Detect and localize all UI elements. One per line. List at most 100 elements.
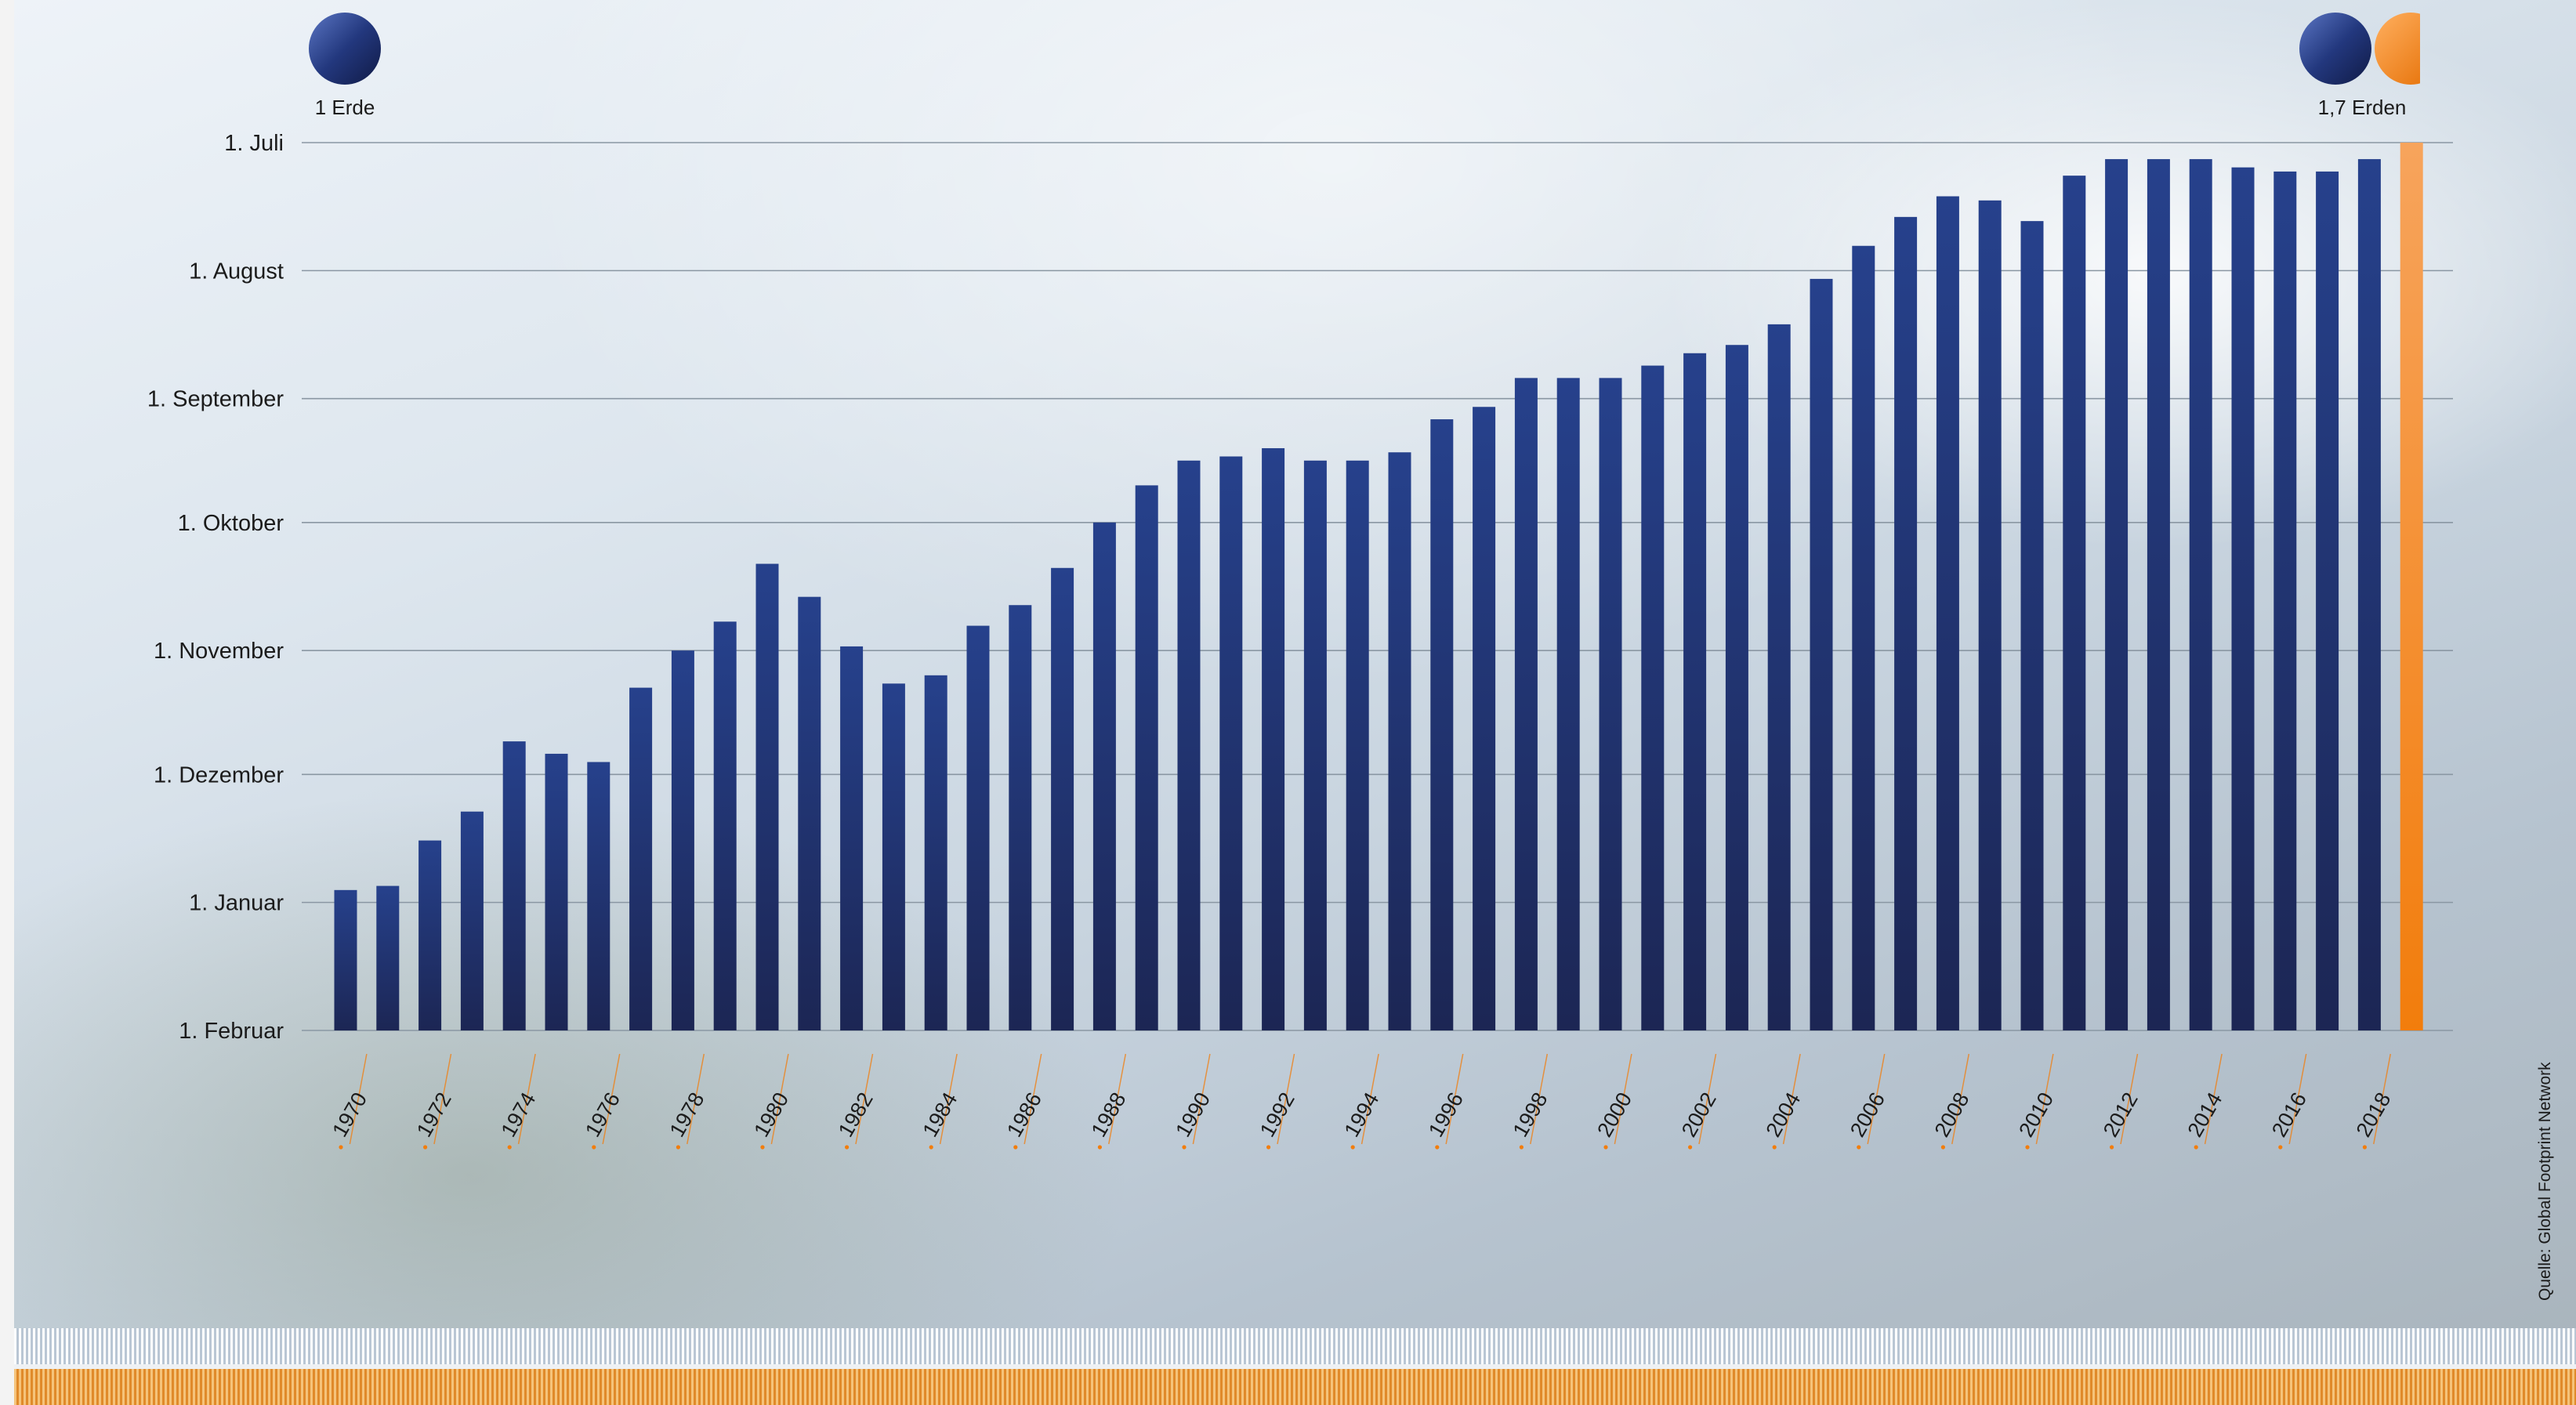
grid-lines [302,142,2453,1031]
bar [966,625,990,1030]
x-tick-label: 1996 [1424,1088,1468,1141]
x-tick-leader [2373,1053,2392,1145]
x-tick-dot [1435,1145,1440,1150]
bar [545,753,568,1030]
x-tick-dot [1350,1145,1355,1150]
x-tick-label: 1980 [749,1088,793,1141]
y-tick-label: 1. Juli [224,131,284,156]
bar [1725,345,1748,1030]
x-tick-leader [433,1053,452,1145]
y-axis-tick-labels: 1. Juli 1. August 1. September 1. Oktober 1.… [147,131,284,1044]
x-tick-leader [1867,1053,1886,1145]
x-tick-leader [1024,1053,1042,1145]
x-tick-leader [2035,1053,2054,1145]
x-tick-label: 1976 [581,1088,625,1141]
x-tick-leader [1614,1053,1632,1145]
left-border [0,0,14,1405]
bar [1177,460,1201,1030]
bar [587,762,610,1030]
x-tick-leader [517,1053,536,1145]
y-tick-label: 1. September [147,387,284,412]
x-tick-dot [1097,1145,1102,1150]
x-tick-dot [1857,1145,1861,1150]
x-tick-dot [929,1145,933,1150]
x-tick-label: 2012 [2099,1088,2143,1141]
x-tick-label: 1992 [1255,1088,1299,1141]
bar [1599,378,1622,1031]
bar [840,646,864,1030]
earth-circle-icon [2299,13,2371,85]
x-tick-dot [1688,1145,1693,1150]
x-tick-label: 1970 [328,1088,371,1141]
x-tick-label: 1990 [1171,1088,1215,1141]
bar [629,687,653,1030]
bar [2316,171,2339,1030]
bar [671,650,694,1030]
source-label: Quelle: Global Footprint Network [2536,1062,2554,1301]
x-tick-dot [1013,1145,1018,1150]
one-earth-label: 1 Erde [315,96,375,119]
bar [1767,324,1791,1031]
x-tick-label: 1984 [918,1088,962,1141]
x-tick-label: 2006 [1846,1088,1889,1141]
x-tick-dot [592,1145,596,1150]
x-tick-label: 2018 [2352,1088,2396,1141]
x-tick-label: 1988 [1087,1088,1131,1141]
bar [798,596,821,1030]
bar [1219,456,1243,1030]
bar [1346,460,1369,1030]
x-tick-leader [1782,1053,1801,1145]
x-tick-label: 1994 [1339,1088,1383,1141]
x-tick-label: 2014 [2183,1088,2226,1141]
x-tick-label: 1986 [1002,1088,1046,1141]
x-tick-label: 2002 [1677,1088,1721,1141]
bar [1936,196,1959,1031]
x-tick-label: 1982 [834,1088,878,1141]
bars [334,143,2423,1031]
partial-orange-earth-icon [2375,13,2420,85]
x-tick-dot [2362,1145,2367,1150]
decorative-stripes [14,1328,2576,1405]
x-tick-dot [2025,1145,2030,1150]
x-tick-leader [1360,1053,1379,1145]
y-tick-label: 1. November [154,639,284,664]
x-tick-label: 2000 [1592,1088,1636,1141]
x-tick-dot [339,1145,343,1150]
x-tick-leader [1192,1053,1211,1145]
x-tick-dot [845,1145,850,1150]
bar [2105,159,2129,1030]
bar [334,889,357,1030]
x-tick-leader [2204,1053,2223,1145]
x-tick-label: 2016 [2267,1088,2311,1141]
earth-circle-icon [309,13,381,85]
bar [1303,460,1327,1030]
bar [1683,353,1707,1030]
x-tick-leader [1108,1053,1127,1145]
x-tick-leader [1277,1053,1295,1145]
x-tick-dot [507,1145,512,1150]
x-tick-label: 2008 [1930,1088,1974,1141]
bar [882,683,905,1030]
bar [1262,447,1285,1030]
x-tick-label: 1998 [1509,1088,1552,1141]
bar [1388,452,1411,1030]
bar [502,741,526,1030]
y-tick-label: 1. Januar [189,891,284,916]
bar [1009,605,1032,1030]
x-tick-leader [349,1053,368,1145]
bar [418,840,442,1030]
x-tick-leader [939,1053,958,1145]
x-tick-leader [1530,1053,1549,1145]
x-tick-dot [1519,1145,1523,1150]
y-tick-label: 1. Dezember [154,762,284,788]
bar [2357,159,2381,1030]
x-tick-label: 2010 [2014,1088,2058,1141]
x-tick-label: 2004 [1761,1088,1805,1141]
bar [2189,159,2212,1030]
x-tick-leader [1698,1053,1717,1145]
x-tick-dot [1182,1145,1187,1150]
bar [1810,278,1833,1030]
x-axis-tick-labels: 1970 1972 1974 1976 1978 1980 1982 1984 1986 1988… [328,1053,2396,1150]
bar [1556,378,1580,1031]
